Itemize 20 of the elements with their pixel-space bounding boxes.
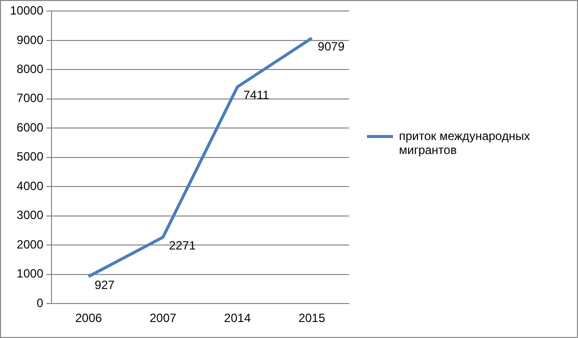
data-label: 927 bbox=[94, 278, 115, 292]
y-tick-label: 8000 bbox=[16, 62, 44, 76]
legend-label: приток международных мигрантов bbox=[399, 129, 531, 157]
y-tick-label: 6000 bbox=[16, 120, 44, 134]
y-tick-label: 2000 bbox=[16, 237, 44, 252]
data-label: 2271 bbox=[168, 238, 196, 253]
x-tick-label: 2006 bbox=[75, 311, 102, 326]
y-tick-label: 0 bbox=[36, 296, 44, 310]
y-tick-label: 1000 bbox=[16, 266, 44, 281]
y-tick-label: 10000 bbox=[10, 4, 44, 18]
data-label: 7411 bbox=[243, 88, 270, 102]
x-tick-label: 2014 bbox=[224, 311, 252, 326]
y-tick-label: 4000 bbox=[16, 178, 44, 193]
y-tick-label: 7000 bbox=[16, 91, 44, 106]
y-tick-label: 5000 bbox=[16, 150, 44, 164]
x-tick-label: 2007 bbox=[150, 311, 177, 326]
x-tick-label: 2015 bbox=[298, 311, 326, 326]
data-label: 9079 bbox=[318, 39, 345, 54]
y-tick-label: 3000 bbox=[16, 208, 44, 222]
y-tick-label: 9000 bbox=[16, 32, 44, 47]
